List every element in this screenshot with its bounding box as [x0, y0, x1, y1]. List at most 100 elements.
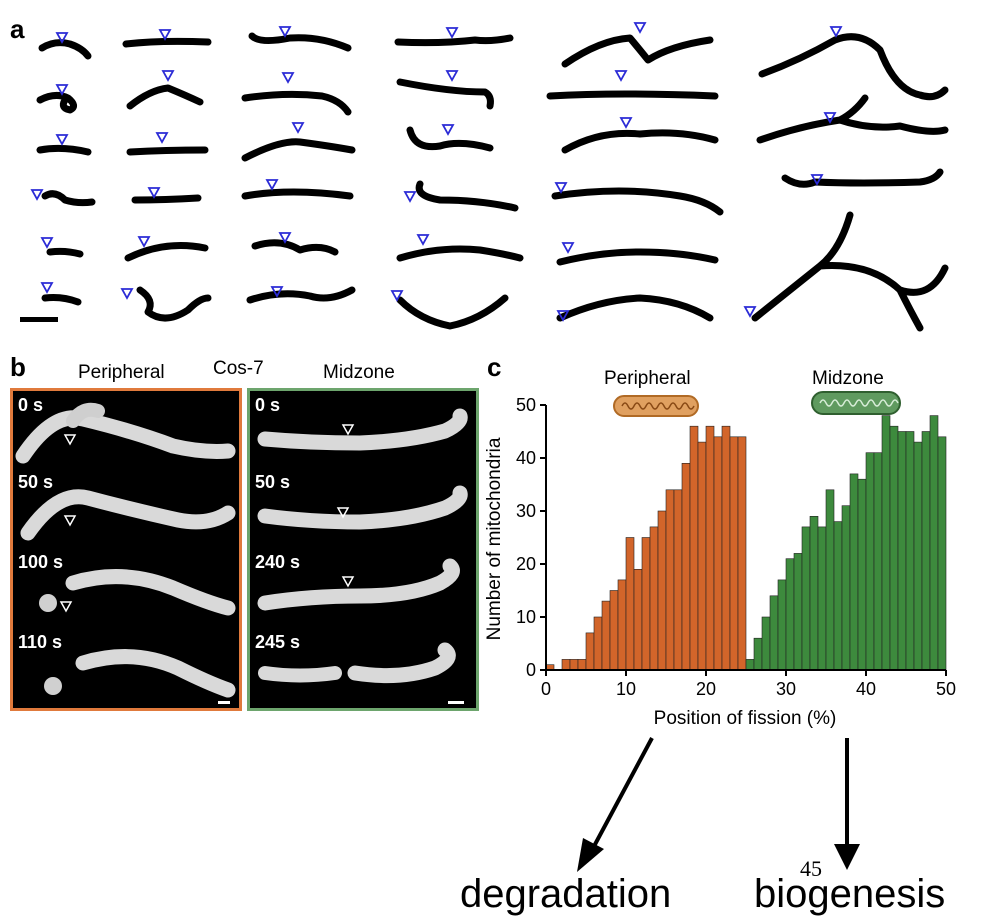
histogram-bar-midzone-26 — [753, 637, 763, 671]
histogram-bar-midzone-28 — [769, 595, 779, 671]
histogram-bar-peripheral-16 — [673, 489, 683, 671]
x-axis-label: Position of fission (%) — [654, 708, 837, 729]
mitochondrion-shape-12 — [136, 286, 212, 322]
midzone-frame-3-image — [257, 558, 460, 611]
mitochondrion-shape-13 — [248, 32, 352, 52]
histogram-bar-midzone-49 — [937, 436, 947, 671]
mitochondrion-shape-19 — [394, 34, 514, 47]
histogram-bar-midzone-29 — [777, 579, 787, 671]
histogram-bar-peripheral-24 — [737, 436, 747, 671]
midzone-frame-4: 245 s — [247, 628, 479, 711]
mitochondrion-shape-5 — [46, 247, 84, 258]
panel-c-letter: c — [487, 352, 502, 382]
mitochondrion-shape-28 — [551, 187, 724, 216]
panel-a-letter: a — [10, 14, 25, 44]
midzone-frame-2-time: 50 s — [255, 472, 291, 492]
peripheral-group-label: Peripheral — [604, 368, 691, 389]
x-tick-label-50: 50 — [936, 679, 956, 699]
mitochondrion-shape-23 — [396, 245, 524, 262]
y-tick-label-50: 50 — [516, 395, 536, 415]
mitochondrion-shape-6 — [41, 294, 82, 306]
degradation-label: degradation — [460, 872, 672, 916]
peripheral-frame-1-image — [15, 402, 236, 464]
histogram-bar-midzone-46 — [913, 441, 923, 671]
mitochondrion-shape-10 — [131, 194, 202, 204]
histogram-bar-midzone-32 — [801, 526, 811, 671]
histogram-bar-midzone-38 — [849, 473, 859, 671]
peripheral-frame-2-time: 50 s — [18, 472, 54, 492]
fission-arrowhead-33 — [810, 174, 824, 186]
fission-arrowhead-28 — [554, 182, 568, 194]
mitochondrion-shape-8 — [126, 84, 204, 110]
fission-arrowhead-27 — [619, 117, 633, 129]
page-number: 45 — [800, 856, 822, 881]
histogram-bar-midzone-27 — [761, 616, 771, 671]
fission-arrowhead-24 — [390, 290, 404, 302]
fission-arrowhead-8 — [161, 70, 175, 82]
peripheral-column-title: Peripheral — [78, 362, 165, 383]
fission-arrowhead-32 — [823, 112, 837, 124]
histogram-bar-peripheral-9 — [617, 579, 627, 671]
histogram-bar-peripheral-6 — [593, 616, 603, 671]
fission-arrowhead-16 — [265, 179, 279, 191]
midzone-column-title: Midzone — [323, 362, 395, 383]
arrow-to-degradation — [577, 737, 654, 872]
mitochondrion-shape-4 — [41, 190, 96, 207]
mitochondrion-shape-16 — [241, 188, 354, 200]
fission-arrowhead-6 — [40, 282, 54, 294]
y-tick-label-10: 10 — [516, 607, 536, 627]
histogram-bar-midzone-41 — [873, 452, 883, 671]
y-tick-label-40: 40 — [516, 448, 536, 468]
peripheral-frame-3: 100 s — [10, 548, 242, 631]
histogram-bar-peripheral-15 — [665, 489, 675, 671]
histogram-bar-midzone-40 — [865, 452, 875, 671]
histogram-bar-midzone-36 — [833, 521, 843, 671]
mitochondrion-shape-18 — [246, 286, 356, 304]
fission-arrowhead-21 — [441, 124, 455, 136]
mitochondrion-shape-7 — [122, 37, 212, 48]
fission-arrowhead-25 — [633, 22, 647, 34]
mitochondrion-shape-26 — [546, 90, 719, 100]
histogram-bar-peripheral-17 — [681, 462, 691, 671]
peripheral-frame-4-time: 110 s — [18, 632, 63, 652]
x-tick-label-10: 10 — [616, 679, 636, 699]
fission-arrowhead-22 — [403, 191, 417, 203]
mitochondrion-shape-29 — [556, 248, 719, 266]
fission-arrowhead-9 — [155, 132, 169, 144]
biogenesis-label: biogenesis — [754, 872, 946, 916]
x-tick-label-40: 40 — [856, 679, 876, 699]
midzone-frame-4-image — [258, 642, 464, 704]
fission-arrowhead-11 — [137, 236, 151, 248]
peripheral-frame-3-time: 100 s — [18, 552, 64, 572]
mitochondrion-shape-21 — [406, 126, 494, 152]
fission-arrowhead-20 — [445, 70, 459, 82]
fission-arrowhead-7 — [158, 29, 172, 41]
fission-arrowhead-3 — [55, 134, 69, 146]
y-tick-label-0: 0 — [526, 660, 536, 680]
fission-arrowhead-29 — [561, 242, 575, 254]
peripheral-frame-2-image — [20, 489, 236, 541]
fission-arrowhead-13 — [278, 26, 292, 38]
fission-arrowhead-12 — [120, 288, 134, 300]
mitochondrion-shape-27 — [561, 129, 719, 154]
histogram-bar-midzone-39 — [857, 478, 867, 671]
mitochondrion-shape-9 — [126, 146, 209, 156]
mitochondrion-shape-14 — [241, 90, 352, 116]
midzone-frame-1-time: 0 s — [255, 395, 281, 415]
x-tick-label-20: 20 — [696, 679, 716, 699]
midzone-frame-4-time: 245 s — [255, 632, 301, 652]
y-axis-label: Number of mitochondria — [484, 437, 505, 640]
fission-arrowhead-14 — [281, 72, 295, 84]
x-tick-label-0: 0 — [541, 679, 551, 699]
fission-arrowhead-4 — [30, 189, 44, 201]
histogram-bar-peripheral-10 — [625, 537, 635, 671]
fission-arrowhead-2 — [55, 84, 69, 96]
fission-arrowhead-1 — [55, 32, 69, 44]
mitochondrion-shape-34 — [751, 211, 949, 332]
mitochondrion-shape-2 — [36, 91, 77, 114]
midzone-frame-2-image — [257, 485, 468, 530]
mitochondrion-icon-green — [811, 391, 901, 415]
mitochondrion-shape-1 — [38, 39, 92, 60]
histogram-bar-peripheral-8 — [609, 590, 619, 671]
mitochondrion-shape-33 — [781, 168, 944, 188]
